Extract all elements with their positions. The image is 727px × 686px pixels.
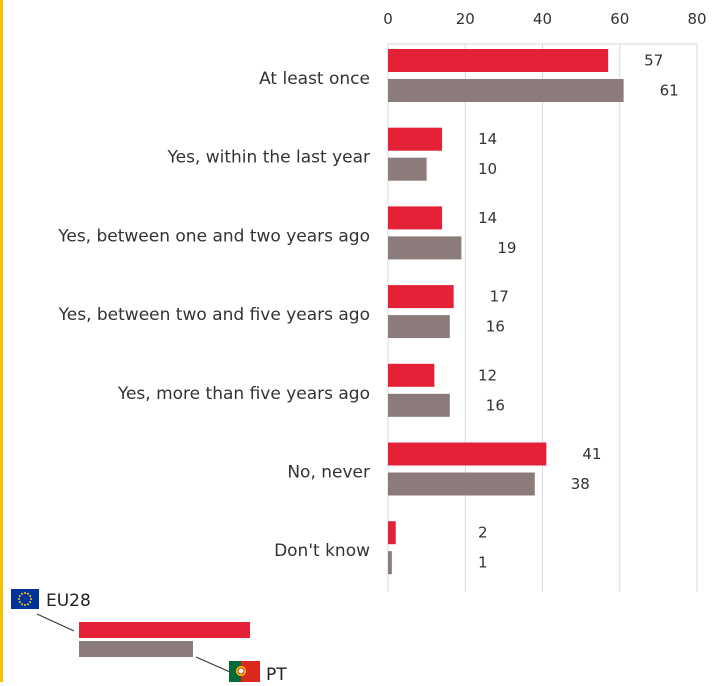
legend-eu-connector [36,613,75,632]
eu-star [21,592,23,595]
eu-star [21,603,23,606]
x-tick-label: 60 [610,10,629,28]
value-label: 41 [582,445,601,463]
bar-eu28 [388,521,396,545]
value-label: 61 [660,82,679,100]
value-label: 12 [478,366,497,384]
value-label: 17 [490,288,509,306]
category-label: Don't know [274,541,370,561]
value-label: 1 [478,554,488,572]
bars [388,49,624,575]
bar-eu28 [388,206,443,230]
value-label: 16 [486,396,505,414]
bar-eu28 [388,285,454,309]
eu-star [27,603,29,606]
category-label: Yes, between one and two years ago [57,226,370,246]
eu-star [18,598,20,600]
category-label: Yes, between two and five years ago [58,305,370,325]
bar-pt [388,236,462,260]
value-label: 38 [571,475,590,493]
category-label: Yes, within the last year [166,148,370,168]
bar-eu28 [388,442,547,466]
value-label: 16 [486,318,505,336]
legend-pt-swatch [79,641,193,657]
legend-pt-label: PT [266,665,287,682]
value-label: 10 [478,160,497,178]
legend-eu-label: EU28 [46,591,91,611]
x-tick-label: 80 [687,10,706,28]
bar-pt [388,79,624,102]
value-label: 14 [478,130,497,148]
x-tick-label: 20 [456,10,475,28]
value-label: 19 [497,239,516,257]
value-label: 14 [478,209,497,227]
bar-pt [388,551,392,575]
eu-star [18,601,21,603]
category-label: At least once [259,69,370,89]
eu-star [29,595,32,597]
left-accent-rule [0,0,3,682]
bar-eu28 [388,363,435,387]
eu-star [24,592,26,594]
legend-pt-connector [195,656,231,673]
bar-pt [388,393,450,417]
category-label: Yes, more than five years ago [117,384,370,404]
eu-star [29,601,32,603]
x-tick-label: 40 [533,10,552,28]
x-tick-label: 0 [383,10,393,28]
bar-pt [388,157,427,181]
eu-flag-icon [11,589,39,609]
bar-pt [388,315,450,339]
grid-lines [387,43,698,592]
value-label: 57 [644,52,663,70]
bar-eu28 [388,49,609,72]
x-axis-ticks: 0 20 40 60 80 [383,10,706,28]
bar-eu28 [388,127,443,151]
bar-pt [388,472,535,496]
category-labels: At least once Yes, within the last year Ye… [57,69,370,561]
value-label: 2 [478,524,488,542]
category-label: No, never [287,463,370,483]
eu-star [24,604,26,606]
eu-star [30,598,32,600]
legend-eu-swatch [79,622,250,638]
legend: EU28 PT [11,589,287,685]
eu-star [27,592,29,595]
eu-star [18,595,21,597]
portugal-flag-icon [229,661,260,682]
